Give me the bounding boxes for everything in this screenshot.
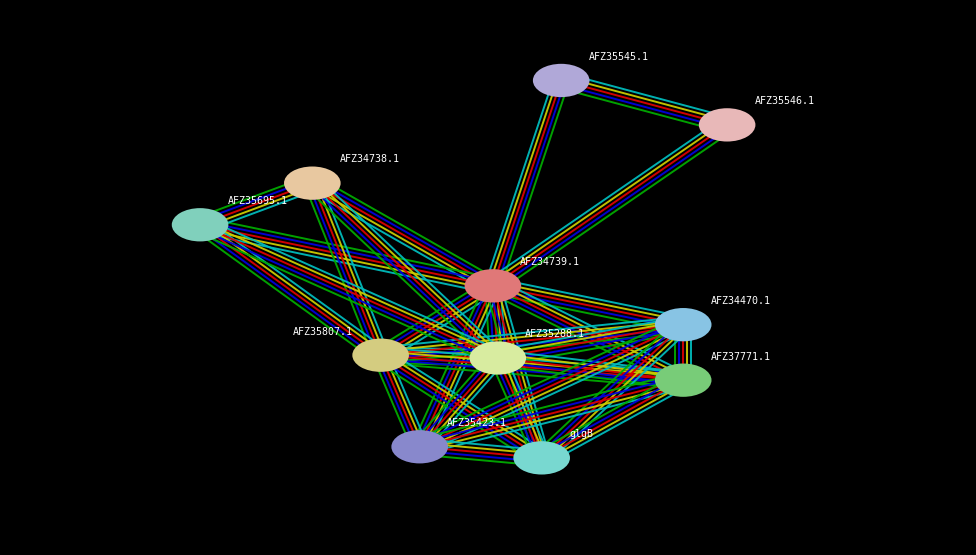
Text: AFZ35695.1: AFZ35695.1 bbox=[227, 196, 287, 206]
Ellipse shape bbox=[391, 430, 448, 463]
Text: AFZ35423.1: AFZ35423.1 bbox=[447, 418, 507, 428]
Text: AFZ35546.1: AFZ35546.1 bbox=[754, 96, 814, 106]
Ellipse shape bbox=[655, 364, 712, 397]
Text: AFZ35288.1: AFZ35288.1 bbox=[525, 329, 585, 339]
Ellipse shape bbox=[533, 64, 590, 97]
Ellipse shape bbox=[513, 441, 570, 475]
Text: AFZ35807.1: AFZ35807.1 bbox=[294, 326, 353, 336]
Ellipse shape bbox=[655, 308, 712, 341]
Text: AFZ34739.1: AFZ34739.1 bbox=[520, 257, 580, 267]
Text: AFZ35545.1: AFZ35545.1 bbox=[589, 52, 648, 62]
Ellipse shape bbox=[699, 108, 755, 142]
Text: glgB: glgB bbox=[569, 429, 593, 439]
Text: AFZ34738.1: AFZ34738.1 bbox=[340, 154, 399, 164]
Ellipse shape bbox=[284, 166, 341, 200]
Ellipse shape bbox=[172, 208, 228, 241]
Text: AFZ34470.1: AFZ34470.1 bbox=[711, 296, 770, 306]
Ellipse shape bbox=[469, 341, 526, 375]
Text: AFZ37771.1: AFZ37771.1 bbox=[711, 351, 770, 361]
Ellipse shape bbox=[352, 339, 409, 372]
Ellipse shape bbox=[465, 269, 521, 302]
